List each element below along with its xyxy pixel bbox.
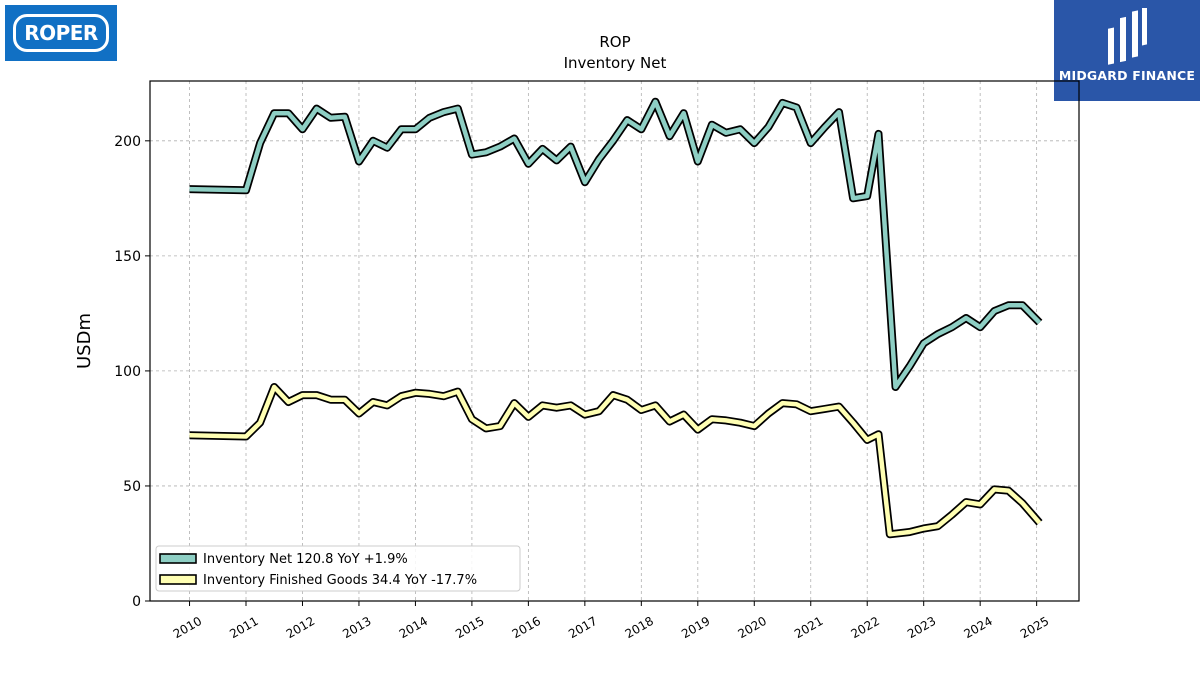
x-tick-label: 2017 bbox=[566, 614, 599, 641]
x-tick-label: 2023 bbox=[905, 614, 938, 641]
y-tick-label: 100 bbox=[114, 364, 141, 380]
plot-frame bbox=[149, 80, 1080, 602]
x-tick-label: 2016 bbox=[510, 614, 543, 641]
midgard-logo-text: MIDGARD FINANCE bbox=[1058, 68, 1196, 83]
x-tick-label: 2012 bbox=[284, 614, 317, 641]
y-tick-label: 200 bbox=[114, 134, 141, 150]
x-tick-label: 2024 bbox=[961, 614, 994, 641]
x-tick-label: 2021 bbox=[792, 614, 825, 641]
chart-title: ROP bbox=[599, 33, 630, 51]
x-tick-label: 2022 bbox=[848, 614, 881, 641]
y-tick-label: 0 bbox=[132, 594, 141, 610]
y-tick-label: 50 bbox=[123, 479, 141, 495]
legend: Inventory Net 120.8 YoY +1.9% Inventory F… bbox=[155, 545, 521, 592]
y-axis-label: USDm bbox=[74, 313, 95, 369]
legend-box bbox=[155, 545, 521, 592]
x-tick-label: 2015 bbox=[453, 614, 486, 641]
series-0-line bbox=[189, 99, 1042, 390]
x-tick-label: 2019 bbox=[679, 614, 712, 641]
midgard-emblem-icon bbox=[1108, 8, 1147, 65]
roper-logo-text: ROPER bbox=[13, 14, 109, 52]
x-tick-label: 2014 bbox=[397, 614, 430, 641]
grid bbox=[150, 81, 1079, 602]
legend-swatch-1 bbox=[159, 574, 197, 585]
legend-swatch-0 bbox=[159, 553, 197, 564]
series-layer bbox=[189, 97, 1043, 539]
legend-label-1: Inventory Finished Goods 34.4 YoY -17.7% bbox=[203, 573, 477, 588]
x-tick-label: 2010 bbox=[171, 614, 204, 641]
x-tick-label: 2020 bbox=[736, 614, 769, 641]
x-tick-label: 2013 bbox=[340, 614, 373, 641]
series-1-line bbox=[189, 384, 1042, 537]
series-1-outline bbox=[189, 383, 1043, 539]
chart-subtitle: Inventory Net bbox=[564, 54, 667, 72]
roper-logo: ROPER bbox=[5, 5, 117, 61]
series-0-outline bbox=[189, 97, 1043, 391]
x-tick-label: 2025 bbox=[1018, 614, 1051, 641]
legend-label-0: Inventory Net 120.8 YoY +1.9% bbox=[203, 552, 408, 567]
midgard-finance-logo: MIDGARD FINANCE bbox=[1054, 0, 1200, 101]
x-tick-label: 2018 bbox=[623, 614, 656, 641]
y-tick-label: 150 bbox=[114, 249, 141, 265]
x-tick-label: 2011 bbox=[227, 614, 260, 641]
